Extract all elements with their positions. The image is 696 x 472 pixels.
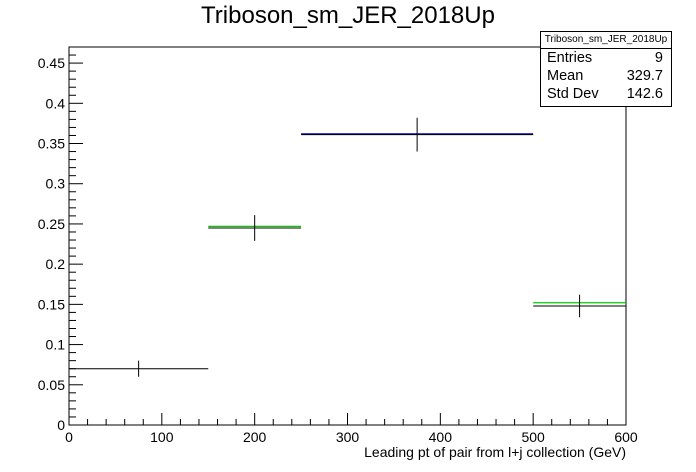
stats-row-mean: Mean 329.7 — [541, 67, 671, 85]
x-tick-label: 200 — [243, 429, 267, 445]
y-tick-label: 0.3 — [46, 176, 66, 192]
overlay-series — [208, 133, 626, 304]
x-axis-label: Leading pt of pair from l+j collection (… — [364, 444, 626, 460]
stats-box-title: Triboson_sm_JER_2018Up — [541, 32, 671, 49]
histogram-series — [69, 117, 626, 377]
stats-row-stddev: Std Dev 142.6 — [541, 85, 671, 103]
y-tick-label: 0.25 — [38, 216, 65, 232]
stats-value: 329.7 — [626, 68, 663, 84]
stats-value: 142.6 — [626, 86, 663, 102]
axis-ticks: 0 100 200 300 400 500 600 0 0.05 0.1 0.15 0.2 0.25 0.… — [38, 46, 638, 445]
y-tick-label: 0.2 — [46, 256, 66, 272]
x-tick-label: 600 — [614, 429, 638, 445]
y-tick-label: 0 — [57, 417, 65, 433]
stats-label: Mean — [547, 68, 584, 84]
x-tick-label: 500 — [521, 429, 545, 445]
stats-label: Entries — [547, 50, 593, 66]
stats-box: Triboson_sm_JER_2018Up Entries 9 Mean 32… — [540, 31, 672, 107]
stats-value: 9 — [654, 50, 663, 66]
y-tick-label: 0.05 — [38, 377, 65, 393]
stats-label: Std Dev — [547, 86, 599, 102]
x-tick-label: 0 — [65, 429, 73, 445]
y-tick-label: 0.4 — [46, 95, 66, 111]
y-tick-label: 0.15 — [38, 296, 65, 312]
y-tick-label: 0.35 — [38, 136, 65, 152]
y-tick-label: 0.1 — [46, 337, 66, 353]
x-tick-label: 100 — [150, 429, 174, 445]
x-tick-label: 400 — [429, 429, 453, 445]
chart-title: Triboson_sm_JER_2018Up — [201, 2, 495, 29]
y-tick-label: 0.45 — [38, 55, 65, 71]
stats-row-entries: Entries 9 — [541, 49, 671, 67]
x-tick-label: 300 — [336, 429, 360, 445]
